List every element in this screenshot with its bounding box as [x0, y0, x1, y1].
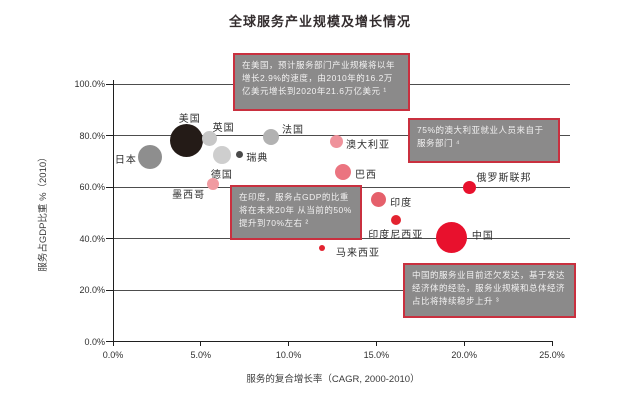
y-tick-label: 0.0%: [84, 336, 105, 347]
bubble-label-india: 印度: [390, 197, 413, 209]
annotation-australia-note: 75%的澳大利亚就业人员来自于服务部门 ⁴: [408, 118, 560, 163]
y-tick-label: 20.0%: [79, 285, 105, 295]
y-axis-tick: [106, 341, 113, 342]
gridline: [113, 289, 570, 291]
y-tick-label: 40.0%: [79, 233, 105, 244]
x-axis-line: [112, 341, 553, 342]
bubble-label-mexico: 墨西哥: [172, 190, 206, 202]
bubble-label-usa: 美国: [178, 113, 201, 125]
bubble-label-brazil: 巴西: [355, 169, 378, 181]
y-axis-tick: [106, 238, 113, 239]
bubble-mexico: [207, 178, 220, 191]
y-axis-tick: [106, 289, 113, 291]
bubble-malaysia: [318, 244, 325, 251]
x-axis-tick: [551, 341, 553, 346]
bubble-australia: [329, 135, 343, 149]
x-axis-tick: [463, 341, 465, 346]
annotation-india-note: 在印度，服务占GDP的比重将在未来20年 从当前的50%提升到70%左右 ²: [230, 185, 362, 240]
x-axis-tick: [200, 341, 202, 346]
bubble-germany: [212, 145, 231, 164]
x-tick-label: 10.0%: [275, 350, 302, 360]
x-axis-tick: [288, 341, 290, 346]
y-axis-tick: [106, 83, 113, 85]
x-tick-label: 5.0%: [190, 350, 212, 360]
bubble-label-australia: 澳大利亚: [346, 139, 390, 151]
x-axis-tick: [375, 341, 377, 346]
x-tick-label: 0.0%: [102, 350, 124, 360]
bubble-sweden: [235, 151, 243, 159]
annotation-china-note: 中国的服务业目前还欠发达，基于发达经济体的经验，服务业规模和总体经济占比将持续稳…: [403, 263, 576, 318]
bubble-label-russia: 俄罗斯联邦: [476, 173, 532, 184]
bubble-india: [370, 192, 386, 208]
y-axis-tick: [106, 135, 113, 136]
y-tick-label: 100.0%: [74, 79, 105, 89]
bubble-label-france: 法国: [282, 124, 305, 136]
bubble-uk: [202, 130, 218, 146]
bubble-russia: [462, 180, 476, 194]
bubble-indonesia: [390, 215, 401, 226]
bubble-label-malaysia: 马来西亚: [335, 247, 380, 259]
bubble-label-indonesia: 印度尼西亚: [368, 230, 424, 242]
chart-title: 全球服务产业规模及增长情况: [228, 14, 411, 29]
bubble-label-china: 中国: [471, 231, 494, 243]
gridline: [113, 135, 570, 136]
x-axis-tick: [112, 341, 114, 346]
bubble-brazil: [335, 163, 352, 180]
y-axis-tick: [106, 186, 113, 188]
x-tick-label: 25.0%: [539, 350, 565, 360]
bubble-label-sweden: 瑞典: [246, 152, 269, 164]
x-tick-label: 15.0%: [363, 350, 390, 360]
x-tick-label: 20.0%: [451, 350, 477, 360]
bubble-label-japan: 日本: [114, 155, 137, 167]
x-axis-title: 服务的复合增长率（CAGR, 2000-2010）: [246, 374, 420, 385]
bubble-usa: [170, 124, 204, 158]
bubble-japan: [137, 145, 162, 170]
bubble-label-uk: 英国: [212, 123, 235, 135]
annotation-usa-note: 在美国，预计服务部门产业规模将以年增长2.9%的速度，由2010年的16.2万亿…: [233, 53, 410, 111]
bubble-china: [436, 221, 468, 253]
bubble-france: [263, 128, 280, 145]
y-tick-label: 60.0%: [79, 182, 105, 192]
bubble-label-germany: 德国: [210, 169, 233, 181]
y-axis-line: [112, 80, 114, 342]
y-tick-label: 80.0%: [79, 130, 105, 141]
